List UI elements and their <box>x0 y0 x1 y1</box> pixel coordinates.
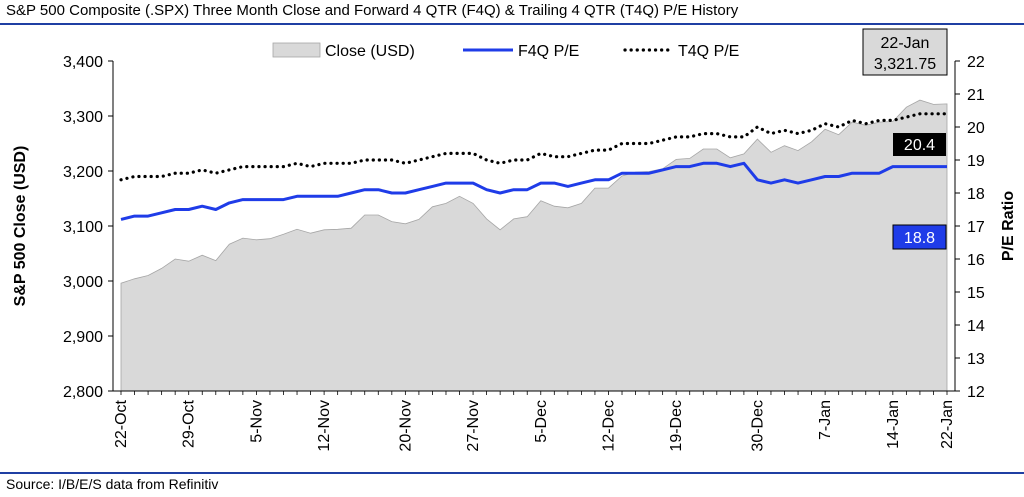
f4q-pe-line <box>120 161 947 221</box>
x-tick-label: 12-Nov <box>316 400 333 452</box>
left-axis-title: S&P 500 Close (USD) <box>12 146 29 307</box>
right-tick-label: 12 <box>967 384 985 401</box>
right-axis-title: P/E Ratio <box>1000 191 1017 261</box>
x-tick-label: 22-Jan <box>939 400 956 449</box>
chart-title: S&P 500 Composite (.SPX) Three Month Clo… <box>6 2 739 19</box>
t4q-pe-line <box>119 112 949 182</box>
right-tick-label: 17 <box>967 219 985 236</box>
x-tick-label: 14-Jan <box>885 400 902 449</box>
x-tick-label: 5-Dec <box>533 400 550 443</box>
left-tick-label: 3,400 <box>63 54 103 71</box>
latest-close-callout <box>862 28 948 76</box>
callout-value: 3,321.75 <box>874 56 936 73</box>
callout-date: 22-Jan <box>881 35 930 52</box>
footer-rule <box>0 472 1024 474</box>
right-tick-label: 18 <box>967 186 985 203</box>
legend-t4q-label: T4Q P/E <box>678 43 739 60</box>
source-note: Source: I/B/E/S data from Refinitiv <box>6 476 219 492</box>
t4q-end-label: 20.4 <box>904 137 935 154</box>
right-tick-label: 16 <box>967 252 985 269</box>
left-tick-label: 3,100 <box>63 219 103 236</box>
right-tick-label: 13 <box>967 351 985 368</box>
right-tick-label: 15 <box>967 285 985 302</box>
x-tick-label: 29-Oct <box>181 399 198 448</box>
x-tick-label: 7-Jan <box>817 400 834 440</box>
left-tick-label: 3,300 <box>63 109 103 126</box>
f4q-end-label-box <box>892 224 947 250</box>
x-tick-label: 5-Nov <box>248 400 265 443</box>
right-tick-label: 22 <box>967 54 985 71</box>
title-rule <box>0 23 1024 25</box>
left-tick-label: 3,000 <box>63 274 103 291</box>
f4q-end-label: 18.8 <box>904 230 935 247</box>
x-tick-label: 19-Dec <box>668 400 685 452</box>
right-tick-label: 14 <box>967 318 985 335</box>
right-tick-label: 21 <box>967 87 985 104</box>
left-tick-label: 2,800 <box>63 384 103 401</box>
x-tick-label: 27-Nov <box>465 400 482 452</box>
right-tick-label: 20 <box>967 120 985 137</box>
x-tick-label: 30-Dec <box>749 400 766 452</box>
legend-f4q-label: F4Q P/E <box>518 43 579 60</box>
x-tick-label: 20-Nov <box>397 400 414 452</box>
left-tick-label: 3,200 <box>63 164 103 181</box>
t4q-end-label-box <box>893 133 946 156</box>
right-tick-label: 19 <box>967 153 985 170</box>
legend-close-swatch <box>272 42 321 58</box>
left-tick-label: 2,900 <box>63 329 103 346</box>
close-area <box>120 99 948 392</box>
x-tick-label: 22-Oct <box>113 399 130 448</box>
legend-close-label: Close (USD) <box>325 43 415 60</box>
x-tick-label: 12-Dec <box>600 400 617 452</box>
